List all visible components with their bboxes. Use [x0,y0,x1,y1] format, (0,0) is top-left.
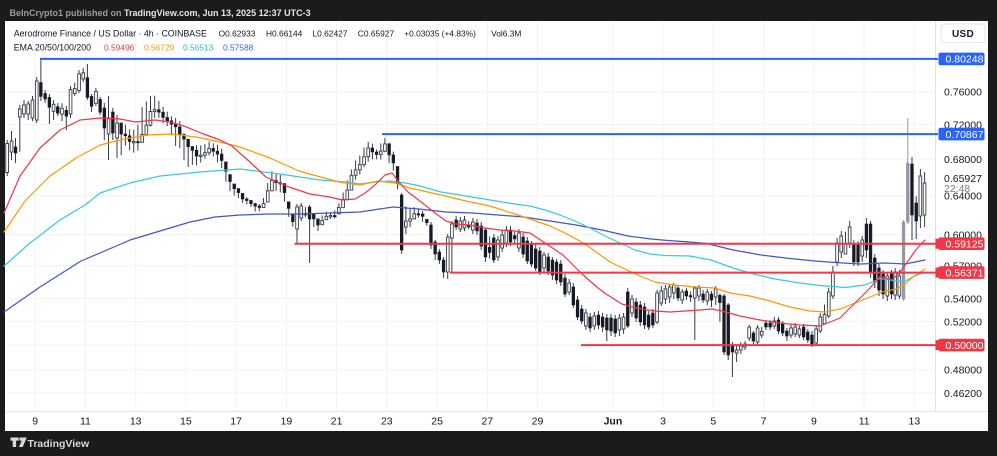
svg-text:23: 23 [381,415,393,427]
svg-text:0.56513: 0.56513 [183,42,214,52]
svg-text:0.70867: 0.70867 [946,129,984,141]
svg-text:C0.65927: C0.65927 [358,28,395,38]
svg-text:25: 25 [431,415,443,427]
svg-text:EMA 20/50/100/200: EMA 20/50/100/200 [14,42,91,52]
svg-text:3: 3 [660,415,666,427]
svg-text:0.65927: 0.65927 [944,173,982,185]
svg-text:0.56729: 0.56729 [144,42,175,52]
svg-text:11: 11 [859,415,870,427]
svg-text:H0.66144: H0.66144 [266,28,303,38]
svg-text:19: 19 [281,415,293,427]
svg-text:L0.62427: L0.62427 [313,28,348,38]
svg-text:13: 13 [130,415,142,427]
svg-text:+0.03035 (+4.83%): +0.03035 (+4.83%) [404,28,476,38]
svg-text:0.64000: 0.64000 [944,191,982,203]
svg-text:BeInCrypto1 published on Tradi: BeInCrypto1 published on TradingView.com… [10,8,311,18]
svg-text:0.50000: 0.50000 [946,340,984,352]
svg-text:USD: USD [952,29,974,40]
svg-text:0.52000: 0.52000 [944,316,982,328]
svg-text:O0.62933: O0.62933 [219,28,256,38]
svg-text:0.76000: 0.76000 [944,87,982,99]
svg-text:0.80248: 0.80248 [946,54,984,66]
svg-text:5: 5 [710,415,716,427]
svg-text:0.57588: 0.57588 [223,42,254,52]
svg-text:0.59125: 0.59125 [946,239,984,251]
svg-text:0.59496: 0.59496 [104,42,135,52]
svg-text:22:48: 22:48 [944,183,970,195]
svg-text:9: 9 [32,415,38,427]
svg-text:Jun: Jun [604,415,623,427]
svg-text:17: 17 [230,415,242,427]
svg-text:0.56371: 0.56371 [946,267,984,279]
svg-text:13: 13 [909,415,921,427]
svg-text:0.68000: 0.68000 [944,154,982,166]
svg-text:11: 11 [80,415,91,427]
svg-text:21: 21 [331,415,343,427]
svg-text:9: 9 [811,415,817,427]
svg-text:0.54000: 0.54000 [944,294,982,306]
svg-text:Aerodrome Finance / US Dollar: Aerodrome Finance / US Dollar · 4h · COI… [14,28,207,38]
svg-text:0.46200: 0.46200 [944,388,982,400]
svg-text:27: 27 [481,415,493,427]
svg-text:0.48000: 0.48000 [944,365,982,377]
svg-text:TradingView: TradingView [28,438,90,450]
svg-text:7: 7 [761,415,767,427]
svg-text:Vol6.3M: Vol6.3M [491,28,521,38]
svg-text:15: 15 [180,415,192,427]
svg-text:29: 29 [532,415,544,427]
